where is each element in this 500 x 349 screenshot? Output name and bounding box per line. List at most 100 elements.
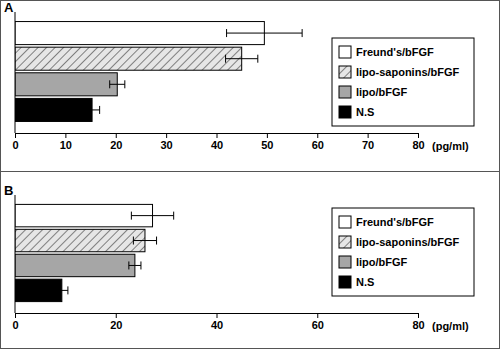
- error-cap: [133, 237, 134, 245]
- x-tick-mark: [116, 133, 117, 138]
- y-axis: [15, 12, 16, 133]
- x-tick-mark: [116, 313, 117, 318]
- x-tick: 40: [211, 313, 223, 331]
- error-line: [227, 33, 303, 34]
- x-tick-label: 40: [211, 139, 223, 151]
- legend-label: Freund's/bFGF: [356, 216, 434, 228]
- error-line: [131, 215, 173, 216]
- legend: Freund's/bFGFlipo-saponins/bFGFlipo/bFGF…: [332, 38, 474, 126]
- error-cap: [131, 212, 132, 220]
- error-bar: [133, 237, 156, 245]
- x-tick-mark: [217, 133, 218, 138]
- x-tick-mark: [15, 313, 16, 318]
- error-bar: [227, 29, 303, 37]
- bar: [15, 73, 117, 96]
- error-cap: [124, 80, 125, 88]
- x-axis-line: [16, 134, 419, 139]
- panel-divider: [0, 171, 500, 172]
- legend-label: lipo/bFGF: [356, 86, 408, 98]
- legend-swatch: [339, 236, 351, 248]
- error-bar: [56, 286, 68, 294]
- error-line: [226, 58, 258, 59]
- x-tick-mark: [217, 313, 218, 318]
- legend: Freund's/bFGF lipo-saponins/bFGF lipo/bFGF…: [332, 208, 474, 296]
- legend-box: [332, 208, 474, 296]
- legend-swatch: [339, 256, 351, 268]
- panel-title: B: [4, 183, 13, 198]
- x-tick-label: 70: [362, 139, 374, 151]
- error-cap: [99, 106, 100, 114]
- legend-swatch: [339, 276, 351, 288]
- legend-swatch: [339, 66, 351, 78]
- x-tick-label: 60: [312, 319, 324, 331]
- x-tick: 60: [312, 313, 324, 331]
- plot-area: [15, 22, 302, 122]
- x-tick-mark: [418, 133, 419, 138]
- legend-label: lipo/bFGF: [356, 256, 408, 268]
- x-tick-mark: [368, 133, 369, 138]
- x-tick: 80: [412, 133, 424, 151]
- outer-frame: [1, 1, 500, 349]
- bar: [15, 98, 92, 121]
- x-tick: 50: [261, 133, 273, 151]
- y-axis-line: [15, 12, 16, 133]
- x-tick-label: 80: [412, 319, 424, 331]
- error-bar: [110, 80, 125, 88]
- x-axis-line: [16, 314, 419, 319]
- x-tick-label: 40: [211, 319, 223, 331]
- legend-swatch: [339, 46, 351, 58]
- error-cap: [156, 237, 157, 245]
- error-cap: [302, 29, 303, 37]
- legend-label: lipo-saponins/bFGF: [356, 66, 460, 78]
- x-tick: 0: [12, 313, 18, 331]
- error-bar: [129, 261, 141, 269]
- error-bar: [226, 55, 258, 63]
- x-tick: 60: [312, 133, 324, 151]
- x-tick: 40: [211, 133, 223, 151]
- x-tick-label: 60: [312, 139, 324, 151]
- x-tick-mark: [166, 133, 167, 138]
- legend-label: lipo-saponins/bFGF: [356, 236, 460, 248]
- error-cap: [173, 212, 174, 220]
- error-line: [129, 265, 141, 266]
- x-tick-mark: [317, 133, 318, 138]
- legend-swatch: [339, 106, 351, 118]
- chart-root: A 0 10 20 30 40 50 60 70 80 (pg/ml) Freund's/bFGF li…: [0, 0, 500, 349]
- x-axis-title: (pg/ml): [432, 140, 469, 152]
- legend-label: N.S: [356, 276, 374, 288]
- x-axis-title: (pg/ml): [432, 320, 469, 332]
- x-tick-mark: [65, 133, 66, 138]
- x-tick-mark: [267, 133, 268, 138]
- x-tick-label: 20: [110, 319, 122, 331]
- x-tick: 80: [412, 313, 424, 331]
- error-cap: [140, 261, 141, 269]
- x-tick: 30: [161, 133, 173, 151]
- x-tick-label: 0: [12, 139, 18, 151]
- bar: [15, 254, 135, 276]
- x-tick: 20: [110, 313, 122, 331]
- x-tick-label: 20: [110, 139, 122, 151]
- x-tick: 10: [60, 133, 72, 151]
- x-tick: 20: [110, 133, 122, 151]
- error-cap: [84, 106, 85, 114]
- x-tick-mark: [317, 313, 318, 318]
- error-bar: [85, 106, 100, 114]
- x-tick: 70: [362, 133, 374, 151]
- error-line: [133, 240, 156, 241]
- bar: [15, 22, 264, 45]
- error-cap: [225, 55, 226, 63]
- error-bar: [131, 212, 173, 220]
- plot-area: [15, 204, 174, 301]
- legend-swatch: [339, 86, 351, 98]
- panel: A01020304050607080(pg/ml)Freund's/bFGFli…: [4, 0, 474, 152]
- y-axis: [15, 195, 16, 313]
- bar: [15, 279, 62, 301]
- x-tick-label: 30: [161, 139, 173, 151]
- error-cap: [109, 80, 110, 88]
- x-tick: 0: [12, 133, 18, 151]
- panel-title: A: [4, 0, 14, 15]
- x-axis: 0 10 20 30 40 50 60 70 80: [12, 133, 424, 151]
- error-cap: [226, 29, 227, 37]
- error-cap: [257, 55, 258, 63]
- error-cap: [67, 286, 68, 294]
